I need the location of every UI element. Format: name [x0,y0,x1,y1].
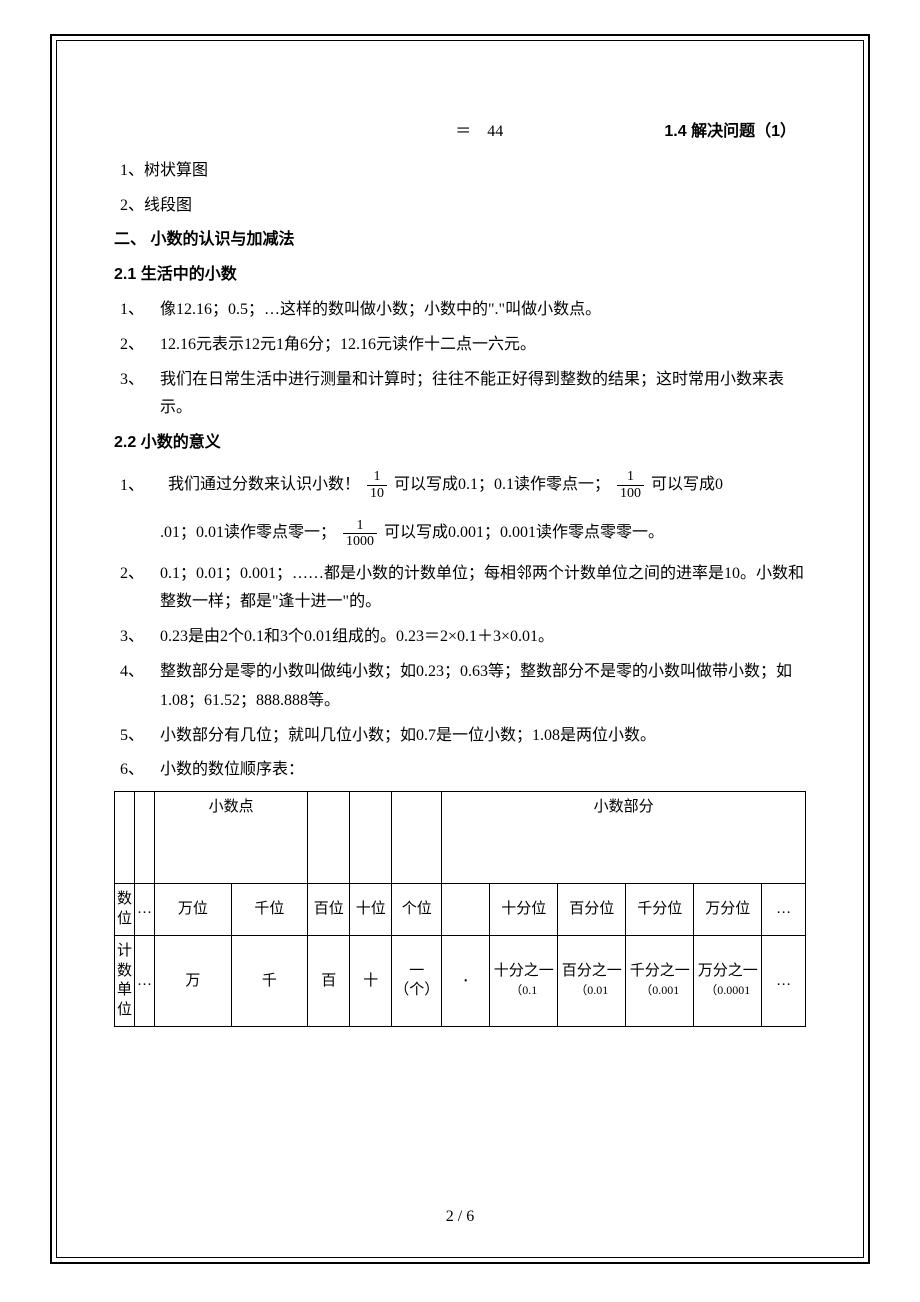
frac-num: 1 [343,518,377,533]
frac-num: 1 [617,469,644,484]
r1-c11: … [762,884,806,936]
s22-p5: 5、 小数部分有几位；就叫几位小数；如0.7是一位小数；1.08是两位小数。 [114,722,806,751]
r2-c4: 十 [350,936,392,1027]
list-item-2: 2、线段图 [114,192,806,221]
num: 4、 [120,658,160,716]
s22-p1-line1: 1、 我们通过分数来认识小数！ 1 10 可以写成0.1；0.1读作零点一； 1… [114,464,806,506]
r1-c10: 万分位 [694,884,762,936]
s22-p3: 3、 0.23是由2个0.1和3个0.01组成的。0.23＝2×0.1＋3×0.… [114,623,806,652]
r2-c2: 千 [231,936,308,1027]
r1-c2: 千位 [231,884,308,936]
r2-c10-main: 万分之一 [698,963,758,979]
s22-p4: 4、 整数部分是零的小数叫做纯小数；如0.23；0.63等；整数部分不是零的小数… [114,658,806,716]
section-2-1-title: 2.1 生活中的小数 [114,261,806,290]
txt: 小数的数位顺序表： [160,756,806,785]
r1-label: 数位 [115,884,135,936]
txt: 0.1；0.01；0.001；……都是小数的计数单位；每相邻两个计数单位之间的进… [160,560,806,618]
hdr-blank-5 [392,792,442,884]
frac-den: 100 [617,485,644,501]
num: 6、 [120,756,160,785]
r1-c1: 万位 [155,884,232,936]
hdr-blank-4 [350,792,392,884]
r1-c8: 百分位 [558,884,626,936]
r2-c8: 百分之一 （0.01 [558,936,626,1027]
section-2-2-title: 2.2 小数的意义 [114,429,806,458]
txt-c: 可以写成0 [651,476,723,493]
list-item-1: 1、树状算图 [114,157,806,186]
fraction-1-1000: 1 1000 [343,518,377,550]
s22-p6: 6、 小数的数位顺序表： [114,756,806,785]
page-number: 2 / 6 [0,1203,920,1232]
r2-c5: 一（个） [392,936,442,1027]
r2-c10: 万分之一 （0.0001 [694,936,762,1027]
txt: 像12.16；0.5；…这样的数叫做小数；小数中的"."叫做小数点。 [160,296,806,325]
num: 5、 [120,722,160,751]
fraction-1-100: 1 100 [617,469,644,501]
place-value-table: 小数点 小数部分 数位 … 万位 千位 百位 十位 个位 十分位 百分位 千分位… [114,791,806,1027]
r2-c9-note: （0.001 [640,983,679,997]
txt: 我们在日常生活中进行测量和计算时；往往不能正好得到整数的结果；这时常用小数来表示… [160,366,806,424]
txt-a: 我们通过分数来认识小数！ [168,476,360,493]
hdr-decimal-point: 小数点 [155,792,308,884]
txt: 0.23是由2个0.1和3个0.01组成的。0.23＝2×0.1＋3×0.01。 [160,623,806,652]
r2-c7: 十分之一 （0.1 [490,936,558,1027]
r2-c6: · [442,936,490,1027]
r2-c8-main: 百分之一 [562,963,622,979]
txt: 整数部分是零的小数叫做纯小数；如0.23；0.63等；整数部分不是零的小数叫做带… [160,658,806,716]
r1-c4: 十位 [350,884,392,936]
s22-p1-line2: .01；0.01读作零点零一； 1 1000 可以写成0.001；0.001读作… [114,512,806,554]
r2-c7-note: （0.1 [510,983,537,997]
txt-b: 可以写成0.1；0.1读作零点一； [394,476,610,493]
hdr-decimal-part: 小数部分 [442,792,806,884]
r1-c3: 百位 [308,884,350,936]
num: 1、 [120,296,160,325]
r2-c11: … [762,936,806,1027]
r2-c3: 百 [308,936,350,1027]
hdr-blank-3 [308,792,350,884]
frac-den: 10 [367,485,387,501]
s21-p3: 3、 我们在日常生活中进行测量和计算时；往往不能正好得到整数的结果；这时常用小数… [114,366,806,424]
hdr-blank-2 [135,792,155,884]
r1-c7: 十分位 [490,884,558,936]
s21-p1: 1、 像12.16；0.5；…这样的数叫做小数；小数中的"."叫做小数点。 [114,296,806,325]
s21-p2: 2、 12.16元表示12元1角6分；12.16元读作十二点一六元。 [114,331,806,360]
num: 2、 [120,331,160,360]
r1-c5: 个位 [392,884,442,936]
r1-c9: 千分位 [626,884,694,936]
table-header-row: 小数点 小数部分 [115,792,806,884]
hdr-blank-1 [115,792,135,884]
table-row-unit: 计数单位 … 万 千 百 十 一（个） · 十分之一 （0.1 百分之一 （0.… [115,936,806,1027]
top-eq: ＝ 44 [114,118,664,147]
num: 2、 [120,560,160,618]
fraction-1-10: 1 10 [367,469,387,501]
s22-p2: 2、 0.1；0.01；0.001；……都是小数的计数单位；每相邻两个计数单位之… [114,560,806,618]
txt: 小数部分有几位；就叫几位小数；如0.7是一位小数；1.08是两位小数。 [160,722,806,751]
num: 1、 [120,465,164,507]
section-2-title: 二、 小数的认识与加减法 [114,226,806,255]
r2-c9: 千分之一 （0.001 [626,936,694,1027]
r2-c10-note: （0.0001 [705,983,750,997]
top-right-title: 1.4 解决问题（1） [664,118,806,147]
top-line: ＝ 44 1.4 解决问题（1） [114,118,806,147]
table-row-digit: 数位 … 万位 千位 百位 十位 个位 十分位 百分位 千分位 万分位 … [115,884,806,936]
r1-c6 [442,884,490,936]
r2-c8-note: （0.01 [575,983,608,997]
r1-c0: … [135,884,155,936]
r2-c7-main: 十分之一 [494,963,554,979]
txt: 12.16元表示12元1角6分；12.16元读作十二点一六元。 [160,331,806,360]
r2-c9-main: 千分之一 [630,963,690,979]
r2-c1: 万 [155,936,232,1027]
frac-den: 1000 [343,533,377,549]
frac-num: 1 [367,469,387,484]
r2-c0: … [135,936,155,1027]
num: 3、 [120,623,160,652]
txt-d: .01；0.01读作零点零一； [160,524,336,541]
r2-label: 计数单位 [115,936,135,1027]
txt-e: 可以写成0.001；0.001读作零点零零一。 [384,524,664,541]
num: 3、 [120,366,160,424]
